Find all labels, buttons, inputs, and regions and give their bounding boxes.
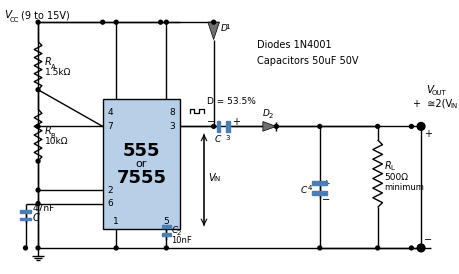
Circle shape <box>159 20 162 24</box>
Text: OUT: OUT <box>431 90 447 96</box>
Text: 7: 7 <box>107 122 113 131</box>
Circle shape <box>417 122 425 130</box>
Circle shape <box>409 124 414 128</box>
Text: D: D <box>220 24 227 33</box>
Circle shape <box>212 20 216 24</box>
Text: 7555: 7555 <box>116 169 166 187</box>
Circle shape <box>36 159 40 163</box>
Text: 2: 2 <box>176 230 180 236</box>
Text: 10kΩ: 10kΩ <box>45 137 68 146</box>
Text: (9 to 15V): (9 to 15V) <box>21 10 69 20</box>
Circle shape <box>409 246 414 250</box>
Text: or: or <box>135 159 147 169</box>
Text: CC: CC <box>10 17 20 23</box>
Text: Diodes 1N4001: Diodes 1N4001 <box>257 40 332 50</box>
Text: C: C <box>32 213 39 223</box>
Text: 2: 2 <box>107 185 113 195</box>
Bar <box>20 210 31 213</box>
Bar <box>20 218 31 221</box>
Text: V: V <box>4 10 11 20</box>
Text: 4: 4 <box>307 185 312 191</box>
Bar <box>312 181 327 185</box>
Text: +: + <box>232 116 240 127</box>
Bar <box>312 191 327 195</box>
Text: 500Ω: 500Ω <box>384 173 409 182</box>
Text: 3: 3 <box>225 135 230 141</box>
Polygon shape <box>208 22 219 39</box>
Circle shape <box>36 124 40 128</box>
Text: B: B <box>50 133 56 139</box>
Text: +  ≅2(V: + ≅2(V <box>414 98 453 108</box>
Circle shape <box>36 88 40 92</box>
Text: +: + <box>424 129 432 139</box>
Text: C: C <box>215 135 221 144</box>
Text: 3: 3 <box>169 122 175 131</box>
Polygon shape <box>263 122 276 131</box>
Text: minimum: minimum <box>384 183 424 192</box>
Text: V: V <box>426 85 433 95</box>
Bar <box>162 225 171 228</box>
Bar <box>103 99 180 229</box>
Text: IN: IN <box>450 103 457 109</box>
Text: 6: 6 <box>107 199 113 208</box>
Text: −: − <box>322 195 330 205</box>
Text: ): ) <box>458 98 459 108</box>
Circle shape <box>36 202 40 206</box>
Circle shape <box>164 20 168 24</box>
Text: −: − <box>424 235 432 245</box>
Circle shape <box>274 124 278 128</box>
Text: C: C <box>171 226 178 235</box>
Text: 1: 1 <box>225 24 230 30</box>
Text: C: C <box>301 185 307 195</box>
Circle shape <box>114 246 118 250</box>
Bar <box>226 121 230 132</box>
Circle shape <box>318 246 322 250</box>
Bar <box>162 233 171 236</box>
Text: 47nF: 47nF <box>32 204 55 213</box>
Text: 8: 8 <box>169 109 175 117</box>
Circle shape <box>376 124 380 128</box>
Circle shape <box>36 20 40 24</box>
Text: V: V <box>208 173 214 182</box>
Text: 1.5kΩ: 1.5kΩ <box>45 68 71 77</box>
Circle shape <box>376 246 380 250</box>
Text: R: R <box>384 161 391 171</box>
Circle shape <box>212 124 216 128</box>
Text: Capacitors 50uF 50V: Capacitors 50uF 50V <box>257 56 358 66</box>
Circle shape <box>23 246 28 250</box>
Text: 555: 555 <box>123 141 160 159</box>
Circle shape <box>36 188 40 192</box>
Text: 4: 4 <box>107 109 113 117</box>
Text: 2: 2 <box>269 113 273 119</box>
Text: R: R <box>45 57 51 67</box>
Text: R: R <box>45 126 51 136</box>
Text: 1: 1 <box>113 217 119 226</box>
Text: 10nF: 10nF <box>171 236 192 245</box>
Circle shape <box>114 20 118 24</box>
Text: D: D <box>263 109 270 118</box>
Text: L: L <box>390 165 394 171</box>
Circle shape <box>101 20 105 24</box>
Text: −: − <box>207 116 215 127</box>
Text: D = 53.5%: D = 53.5% <box>207 97 256 106</box>
Circle shape <box>164 246 168 250</box>
Circle shape <box>36 246 40 250</box>
Circle shape <box>318 124 322 128</box>
Text: IN: IN <box>213 176 221 182</box>
Text: +: + <box>322 179 329 188</box>
Text: A: A <box>50 64 56 70</box>
Bar <box>217 121 220 132</box>
Circle shape <box>417 244 425 252</box>
Text: 5: 5 <box>163 217 169 226</box>
